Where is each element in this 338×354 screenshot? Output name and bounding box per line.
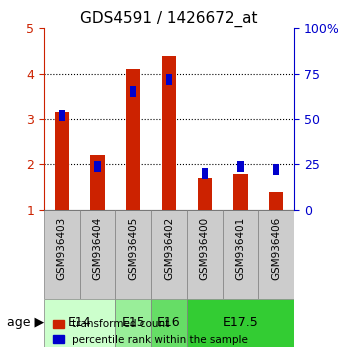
FancyBboxPatch shape [187,298,294,347]
Bar [269,192,283,210]
Text: GSM936401: GSM936401 [236,217,245,280]
Text: GSM936404: GSM936404 [93,217,102,280]
Bar [55,112,69,210]
Bar [273,164,280,175]
FancyBboxPatch shape [44,210,80,298]
FancyBboxPatch shape [187,210,223,298]
Bar [162,56,176,210]
Legend: transformed count, percentile rank within the sample: transformed count, percentile rank withi… [49,315,252,349]
Bar [198,178,212,210]
Text: E16: E16 [157,316,181,329]
FancyBboxPatch shape [80,210,115,298]
Text: GSM936400: GSM936400 [200,217,210,280]
Bar [237,161,244,172]
Bar [90,155,105,210]
Bar [201,168,208,179]
Bar [126,69,140,210]
Bar [166,74,172,85]
Text: GSM936402: GSM936402 [164,217,174,280]
Bar [94,161,101,172]
Bar [58,110,65,121]
Text: GSM936405: GSM936405 [128,217,138,280]
Title: GDS4591 / 1426672_at: GDS4591 / 1426672_at [80,11,258,27]
Bar [233,173,248,210]
FancyBboxPatch shape [115,298,151,347]
Bar [130,86,137,97]
FancyBboxPatch shape [258,210,294,298]
FancyBboxPatch shape [44,298,115,347]
Text: GSM936406: GSM936406 [271,217,281,280]
Text: GSM936403: GSM936403 [57,217,67,280]
FancyBboxPatch shape [115,210,151,298]
FancyBboxPatch shape [223,210,258,298]
Text: age ▶: age ▶ [7,316,44,329]
Text: E14: E14 [68,316,92,329]
FancyBboxPatch shape [151,298,187,347]
Text: E15: E15 [121,316,145,329]
Text: E17.5: E17.5 [223,316,258,329]
FancyBboxPatch shape [151,210,187,298]
